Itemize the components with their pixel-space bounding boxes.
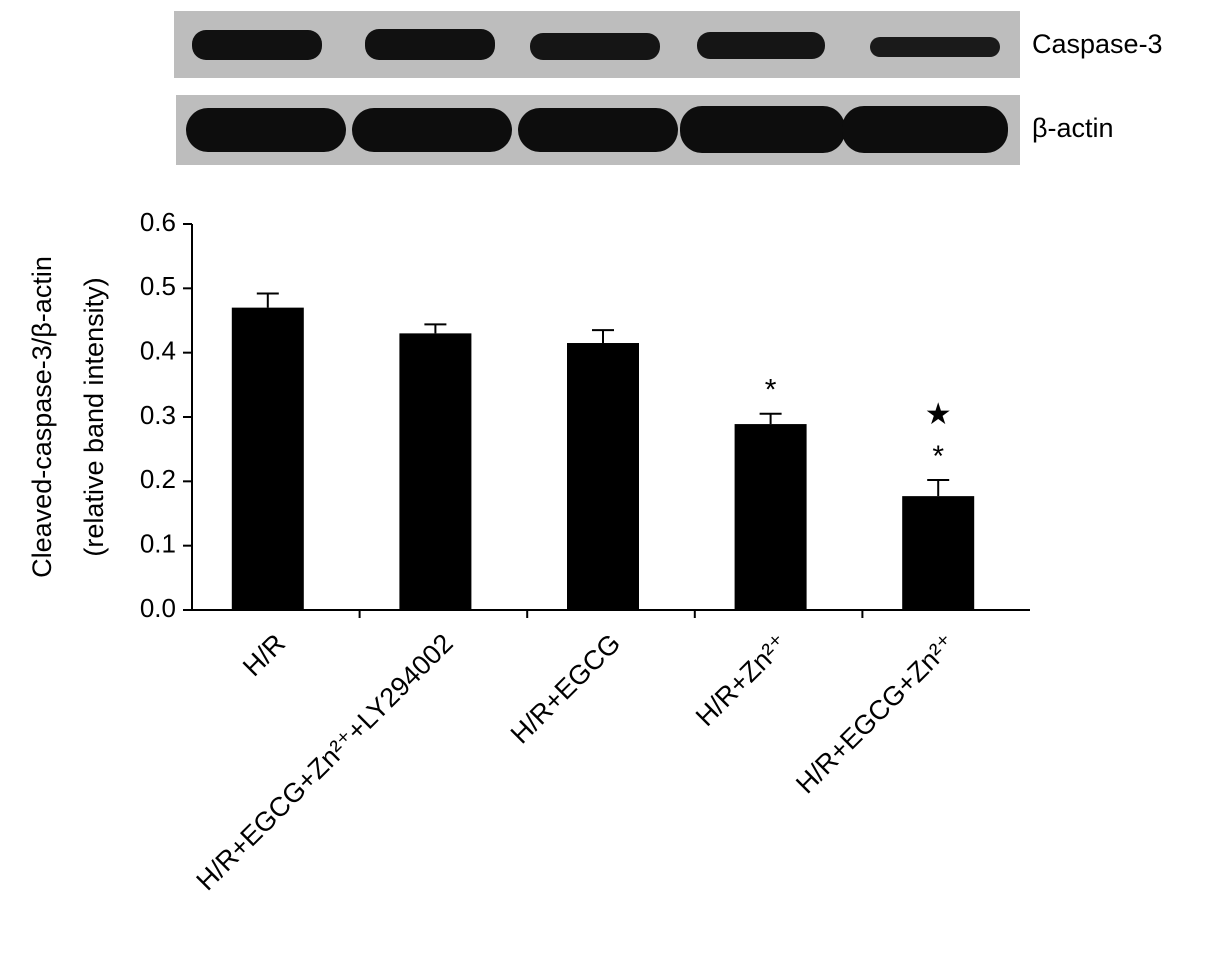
blot-band — [870, 37, 1000, 57]
y-tick-label: 0.1 — [140, 529, 176, 559]
y-tick-label: 0.5 — [140, 271, 176, 301]
y-tick-label: 0.6 — [140, 207, 176, 237]
significance-marker: * — [765, 374, 777, 407]
y-tick-label: 0.4 — [140, 336, 176, 366]
y-axis-label: Cleaved-caspase-3/β-actin — [27, 256, 57, 578]
blot-band — [842, 106, 1008, 153]
bar — [567, 343, 639, 610]
blot-band — [518, 108, 678, 152]
bar — [734, 424, 807, 610]
blot-panel: Caspase-3 β-actin — [174, 11, 1163, 165]
blot-band — [680, 106, 845, 153]
blot-band — [530, 33, 660, 60]
blot-band — [186, 108, 346, 152]
blot-band — [697, 32, 825, 59]
blot-band — [192, 30, 322, 60]
x-tick-label: H/R+EGCG+Zn²⁺ — [790, 628, 961, 799]
bar — [399, 333, 472, 610]
blot-band — [365, 29, 495, 60]
x-tick-label: H/R+Zn²⁺ — [690, 628, 794, 732]
significance-marker: ★ — [925, 398, 952, 431]
bar — [902, 496, 975, 610]
bar — [231, 307, 304, 610]
y-tick-label: 0.0 — [140, 593, 176, 623]
blot-label: Caspase-3 — [1032, 29, 1163, 59]
significance-marker: * — [932, 440, 944, 473]
y-axis-label: (relative band intensity) — [79, 277, 109, 556]
x-tick-label: H/R+EGCG+Zn²⁺+LY294002 — [191, 628, 459, 896]
blot-label: β-actin — [1032, 113, 1114, 143]
x-tick-label: H/R+EGCG — [505, 628, 626, 749]
x-tick-label: H/R — [237, 628, 291, 682]
y-tick-label: 0.3 — [140, 400, 176, 430]
blot-band — [352, 108, 512, 152]
y-tick-label: 0.2 — [140, 464, 176, 494]
